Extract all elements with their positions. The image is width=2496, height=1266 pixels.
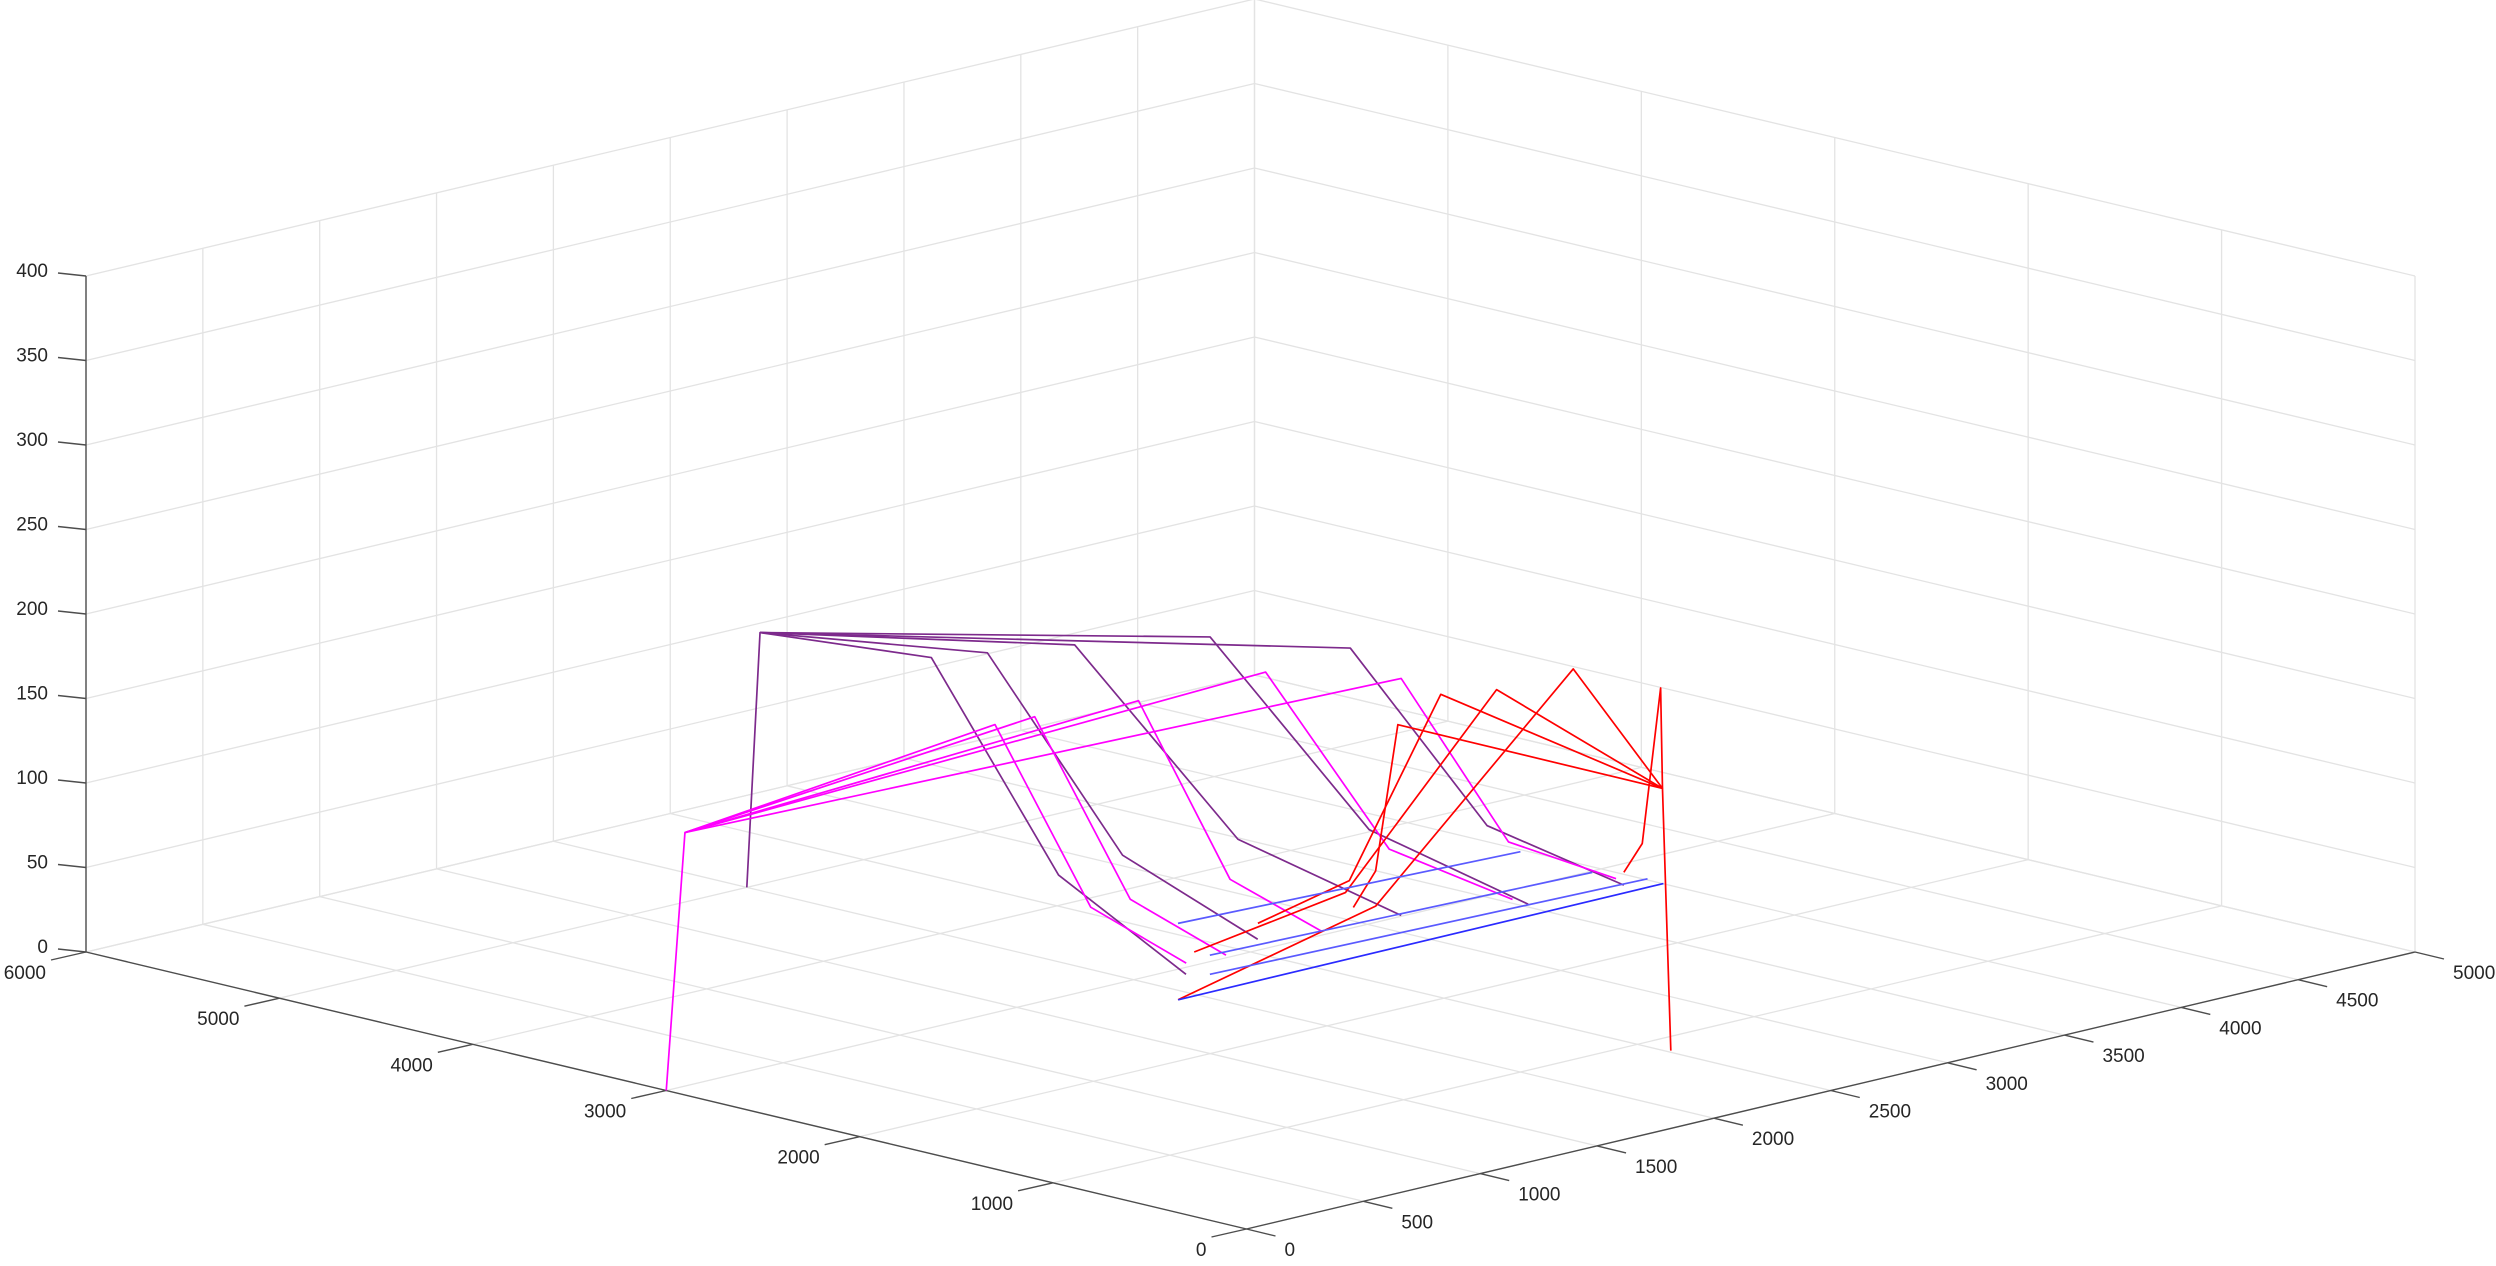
- data-line: [745, 631, 1625, 888]
- y-tick: [1211, 1228, 1247, 1238]
- z-tick-label: 350: [16, 346, 48, 367]
- x-tick: [1480, 1172, 1510, 1182]
- z-tick: [57, 694, 87, 700]
- x-tick: [2414, 951, 2445, 960]
- x-tick-label: 5000: [2453, 963, 2495, 984]
- z-tick: [57, 779, 87, 784]
- grid-line: [666, 137, 1836, 1092]
- data-line: [1352, 723, 1663, 908]
- z-tick: [57, 525, 87, 531]
- grid-line: [1052, 229, 2223, 1184]
- data-line: [1177, 850, 1521, 925]
- grid-line: [859, 183, 2029, 1138]
- y-tick-label: 3000: [584, 1102, 626, 1123]
- y-tick: [1017, 1182, 1054, 1192]
- y-tick-label: 1000: [971, 1194, 1013, 1215]
- data-line: [1177, 668, 1672, 1051]
- z-tick-label: 250: [16, 515, 48, 536]
- z-tick: [57, 610, 87, 615]
- x-tick: [2064, 1034, 2094, 1043]
- x-tick-label: 0: [1285, 1240, 1296, 1261]
- data-line: [1209, 877, 1648, 976]
- grid-line: [85, 336, 2416, 615]
- x-tick-label: 1000: [1518, 1185, 1560, 1206]
- grid-line: [85, 505, 2416, 784]
- x-tick: [1830, 1089, 1860, 1099]
- x-tick-label: 3500: [2102, 1046, 2144, 1067]
- data-line: [665, 677, 1617, 1091]
- z-tick-label: 100: [16, 768, 48, 789]
- y-tick-label: 2000: [777, 1148, 819, 1169]
- z-tick-label: 400: [16, 261, 48, 282]
- x-tick-label: 4000: [2219, 1018, 2261, 1039]
- grid-line: [85, 0, 2416, 277]
- z-tick-label: 50: [27, 853, 48, 874]
- data-line: [759, 631, 1402, 917]
- grid-line: [85, 674, 2416, 953]
- x-tick: [2181, 1006, 2211, 1016]
- x-tick: [2297, 979, 2328, 988]
- z-tick-label: 0: [37, 937, 48, 958]
- y-tick-label: 6000: [4, 963, 46, 984]
- y-tick: [631, 1089, 667, 1100]
- y-tick: [824, 1135, 860, 1146]
- data-line: [1209, 871, 1593, 957]
- y-tick: [50, 951, 87, 961]
- x-tick-label: 2000: [1752, 1129, 1794, 1150]
- z-tick: [57, 272, 87, 277]
- z-tick: [57, 441, 87, 446]
- y-tick: [437, 1043, 473, 1054]
- z-tick-label: 300: [16, 430, 48, 451]
- data-line: [684, 715, 1227, 956]
- x-tick: [1713, 1117, 1744, 1126]
- grid-line: [85, 82, 2416, 362]
- x-tick-label: 3000: [1986, 1074, 2028, 1095]
- data-line: [1623, 687, 1664, 873]
- x-tick: [1596, 1145, 1627, 1154]
- grid-line: [85, 420, 2416, 700]
- x-tick-label: 2500: [1869, 1102, 1911, 1123]
- z-tick-label: 150: [16, 684, 48, 705]
- grid-line: [1246, 276, 2416, 1230]
- x-tick-label: 1500: [1635, 1157, 1677, 1178]
- z-tick: [57, 863, 87, 869]
- data-line: [1257, 693, 1663, 925]
- grid-line: [1137, 26, 2299, 981]
- data-line: [1177, 882, 1664, 1001]
- grid-line: [85, 251, 2416, 531]
- data-line: [684, 699, 1323, 933]
- x-tick: [1947, 1062, 1977, 1071]
- x-tick: [1363, 1200, 1393, 1209]
- grid-line: [472, 91, 1642, 1045]
- y-tick-label: 5000: [197, 1009, 239, 1030]
- y-tick-label: 0: [1196, 1240, 1207, 1261]
- y-tick: [244, 997, 280, 1007]
- y-tick-label: 4000: [391, 1055, 433, 1076]
- x-tick-label: 4500: [2336, 991, 2378, 1012]
- z-tick: [57, 356, 87, 362]
- data-line: [1193, 688, 1663, 953]
- z-tick: [57, 948, 87, 953]
- grid-line: [85, 167, 2416, 446]
- z-tick-label: 200: [16, 599, 48, 620]
- data-line: [684, 723, 1187, 964]
- x-tick-label: 500: [1401, 1212, 1433, 1233]
- data-line: [684, 671, 1513, 901]
- grid-line: [279, 45, 1449, 999]
- x-tick: [1246, 1228, 1276, 1237]
